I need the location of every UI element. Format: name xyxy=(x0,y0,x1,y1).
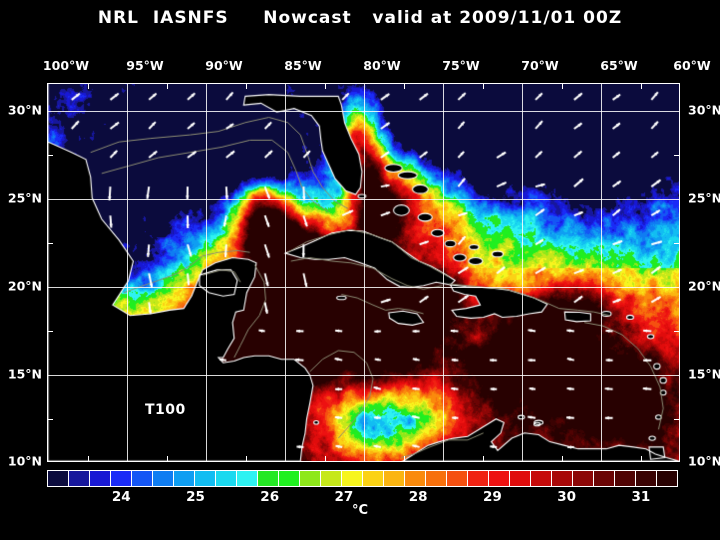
tick-left-3 xyxy=(48,331,53,332)
tick-top-7 xyxy=(562,84,563,89)
colorbar-unit-label: °C xyxy=(351,503,369,518)
colorbar-cell-8 xyxy=(216,471,237,486)
tick-top-3 xyxy=(246,84,247,89)
colorbar-cell-17 xyxy=(405,471,426,486)
tick-bottom-1 xyxy=(88,456,89,461)
map-plot-area[interactable]: T100 xyxy=(47,83,680,462)
colorbar-cell-5 xyxy=(153,471,174,486)
lat-label-right-25n: 25°N xyxy=(688,190,720,206)
field-label-annotation: T100 xyxy=(145,402,186,418)
tick-bottom-5 xyxy=(404,456,405,461)
lon-label-70w: 70°W xyxy=(521,58,559,73)
colorbar[interactable] xyxy=(47,470,678,487)
tick-right-2 xyxy=(674,243,679,244)
lat-label-left-15n: 15°N xyxy=(7,366,42,382)
colorbar-cell-21 xyxy=(489,471,510,486)
tick-top-1 xyxy=(88,84,89,89)
tick-top-6 xyxy=(483,84,484,89)
tick-bottom-8 xyxy=(641,456,642,461)
lon-label-100w: 100°W xyxy=(42,58,90,73)
colorbar-cell-26 xyxy=(594,471,615,486)
colorbar-cell-1 xyxy=(69,471,90,486)
colorbar-cell-29 xyxy=(657,471,677,486)
colorbar-cell-18 xyxy=(426,471,447,486)
lat-label-right-20n: 20°N xyxy=(688,278,720,294)
tick-right-4 xyxy=(674,419,679,420)
lon-label-60w: 60°W xyxy=(673,58,711,73)
colorbar-tick-29: 29 xyxy=(483,489,502,505)
lat-label-left-25n: 25°N xyxy=(7,190,42,206)
figure-title: NRL IASNFS Nowcast valid at 2009/11/01 0… xyxy=(97,8,623,28)
tick-bottom-6 xyxy=(483,456,484,461)
tick-left-1 xyxy=(48,155,53,156)
colorbar-tick-24: 24 xyxy=(111,489,131,505)
tick-top-5 xyxy=(404,84,405,89)
colorbar-cell-22 xyxy=(510,471,531,486)
colorbar-cell-14 xyxy=(342,471,363,486)
colorbar-cell-16 xyxy=(384,471,405,486)
colorbar-tick-25: 25 xyxy=(186,489,205,505)
tick-top-2 xyxy=(167,84,168,89)
tick-left-2 xyxy=(48,243,53,244)
lon-label-85w: 85°W xyxy=(284,58,322,73)
colorbar-cell-20 xyxy=(468,471,489,486)
tick-top-4 xyxy=(325,84,326,89)
lat-label-right-15n: 15°N xyxy=(688,366,720,382)
colorbar-cell-10 xyxy=(258,471,279,486)
lat-label-left-20n: 20°N xyxy=(7,278,42,294)
tick-bottom-2 xyxy=(167,456,168,461)
tick-bottom-4 xyxy=(325,456,326,461)
colorbar-tick-labels: 24 25 26 27 28 29 30 31 xyxy=(47,489,678,507)
lon-label-65w: 65°W xyxy=(600,58,638,73)
colorbar-tick-31: 31 xyxy=(631,489,651,505)
colorbar-cell-4 xyxy=(132,471,153,486)
lon-label-90w: 90°W xyxy=(205,58,243,73)
colorbar-tick-27: 27 xyxy=(334,489,354,505)
tick-bottom-3 xyxy=(246,456,247,461)
colorbar-cell-27 xyxy=(615,471,636,486)
temperature-field-canvas xyxy=(48,84,679,461)
colorbar-cell-2 xyxy=(90,471,111,486)
colorbar-cell-0 xyxy=(48,471,69,486)
colorbar-cell-9 xyxy=(237,471,258,486)
colorbar-cell-12 xyxy=(300,471,321,486)
colorbar-cell-3 xyxy=(111,471,132,486)
lon-label-75w: 75°W xyxy=(442,58,480,73)
colorbar-cell-23 xyxy=(531,471,552,486)
colorbar-cell-7 xyxy=(195,471,216,486)
colorbar-cell-19 xyxy=(447,471,468,486)
lon-label-95w: 95°W xyxy=(126,58,164,73)
colorbar-tick-26: 26 xyxy=(260,489,280,505)
colorbar-cell-25 xyxy=(573,471,594,486)
colorbar-tick-28: 28 xyxy=(408,489,428,505)
tick-bottom-7 xyxy=(562,456,563,461)
colorbar-cell-28 xyxy=(636,471,657,486)
lat-label-right-30n: 30°N xyxy=(688,102,720,118)
lat-label-left-30n: 30°N xyxy=(7,102,42,118)
colorbar-cell-15 xyxy=(363,471,384,486)
colorbar-cell-6 xyxy=(174,471,195,486)
lat-label-left-10n: 10°N xyxy=(7,453,42,469)
lon-label-80w: 80°W xyxy=(363,58,401,73)
tick-right-3 xyxy=(674,331,679,332)
colorbar-cell-11 xyxy=(279,471,300,486)
colorbar-cell-13 xyxy=(321,471,342,486)
colorbar-tick-30: 30 xyxy=(557,489,577,505)
tick-left-4 xyxy=(48,419,53,420)
colorbar-cell-24 xyxy=(552,471,573,486)
tick-right-1 xyxy=(674,155,679,156)
tick-top-8 xyxy=(641,84,642,89)
lat-label-right-10n: 10°N xyxy=(688,453,720,469)
